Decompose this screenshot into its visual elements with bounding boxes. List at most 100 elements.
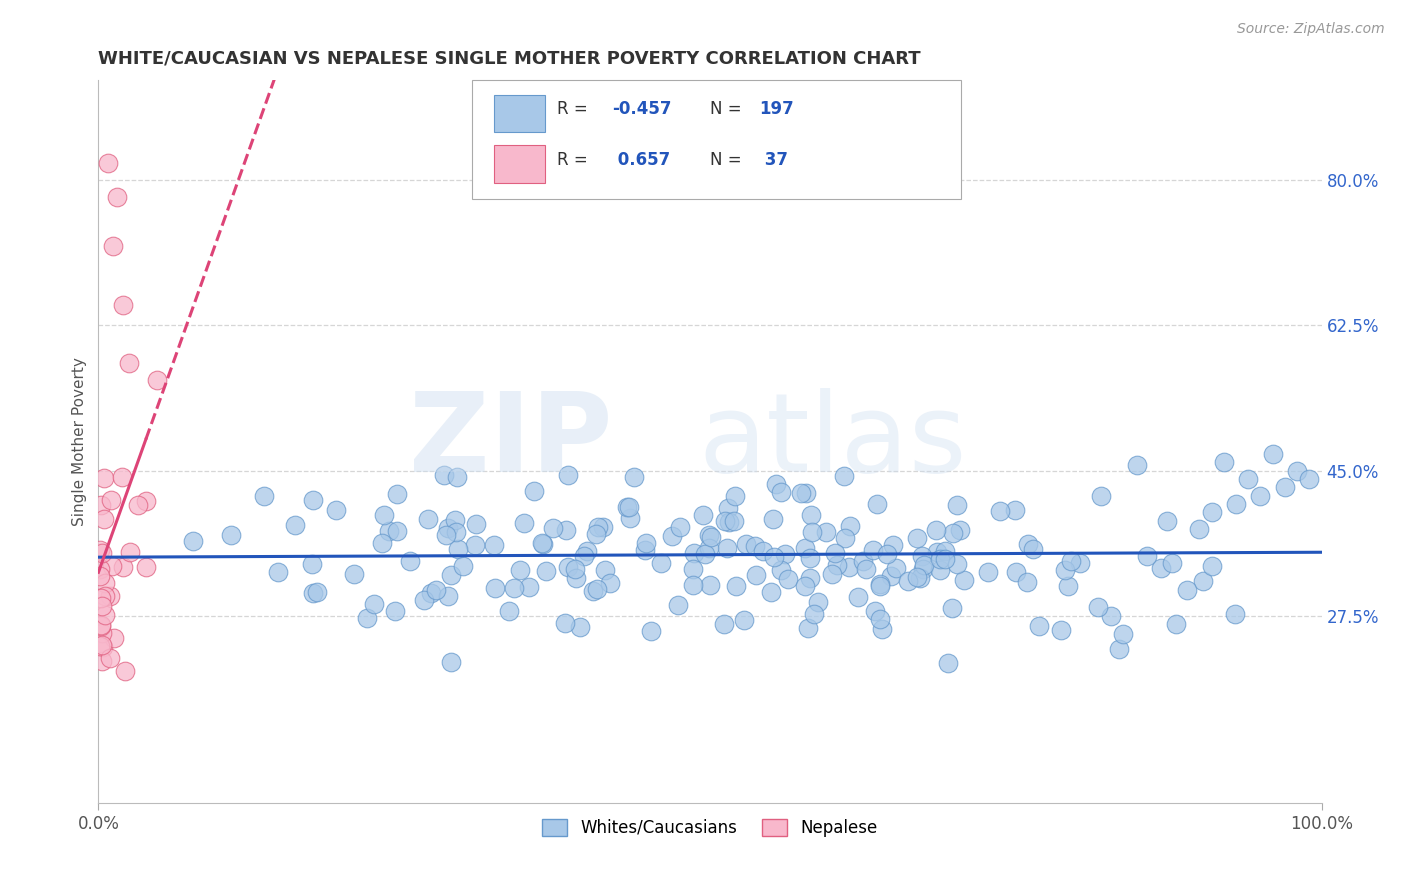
Point [1069, 557, 1091, 571]
Point [541, 520, 564, 534]
Point [839, 518, 862, 533]
Point [444, 513, 467, 527]
Point [387, 486, 409, 500]
Point [1060, 554, 1083, 568]
Point [699, 577, 721, 591]
Point [98, 650, 121, 665]
Point [776, 572, 799, 586]
Point [444, 524, 467, 539]
Point [666, 599, 689, 613]
Point [1274, 480, 1296, 494]
FancyBboxPatch shape [471, 80, 960, 200]
Point [557, 559, 579, 574]
Point [1249, 489, 1271, 503]
Text: R =: R = [557, 100, 593, 118]
Point [575, 544, 598, 558]
Point [733, 614, 755, 628]
Point [718, 515, 741, 529]
Point [735, 537, 758, 551]
Point [1108, 642, 1130, 657]
Point [934, 543, 956, 558]
Point [301, 557, 323, 571]
Point [90, 655, 112, 669]
Point [464, 538, 486, 552]
Point [371, 536, 394, 550]
Point [855, 562, 877, 576]
Point [927, 545, 949, 559]
Text: N =: N = [710, 100, 747, 118]
Point [801, 524, 824, 539]
Y-axis label: Single Mother Poverty: Single Mother Poverty [72, 357, 87, 526]
Point [219, 528, 242, 542]
Point [91, 626, 114, 640]
Point [794, 541, 817, 556]
Point [797, 621, 820, 635]
Point [101, 239, 124, 253]
Point [682, 562, 704, 576]
Point [1136, 549, 1159, 564]
Point [93, 512, 115, 526]
Point [1054, 563, 1077, 577]
Point [1286, 464, 1309, 478]
Point [534, 565, 557, 579]
Point [586, 582, 609, 597]
Point [111, 297, 134, 311]
Point [880, 569, 903, 583]
Point [447, 542, 470, 557]
Point [942, 525, 965, 540]
Point [866, 497, 889, 511]
Point [869, 612, 891, 626]
Point [118, 356, 141, 370]
Point [1017, 537, 1039, 551]
Point [617, 500, 640, 514]
Point [183, 534, 205, 549]
Point [554, 615, 576, 630]
Point [302, 493, 325, 508]
Point [356, 611, 378, 625]
Point [803, 607, 825, 622]
Point [89, 569, 111, 583]
Point [1156, 515, 1178, 529]
Point [1161, 557, 1184, 571]
Point [692, 508, 714, 522]
Point [1099, 609, 1122, 624]
Point [636, 535, 658, 549]
Point [1049, 624, 1071, 638]
Point [1022, 542, 1045, 557]
Point [946, 558, 969, 572]
Point [565, 570, 588, 584]
Point [557, 467, 579, 482]
Point [886, 561, 908, 575]
Point [1017, 575, 1039, 590]
Point [773, 548, 796, 562]
Point [695, 547, 717, 561]
Legend: Whites/Caucasians, Nepalese: Whites/Caucasians, Nepalese [534, 810, 886, 845]
Point [564, 562, 586, 576]
Point [384, 604, 406, 618]
Point [425, 582, 447, 597]
Point [1237, 472, 1260, 486]
Point [650, 556, 672, 570]
Text: atlas: atlas [699, 388, 966, 495]
Point [807, 595, 830, 609]
Point [713, 616, 735, 631]
Point [723, 514, 745, 528]
Text: ZIP: ZIP [409, 388, 612, 495]
Point [725, 579, 748, 593]
Point [1090, 489, 1112, 503]
Point [928, 551, 950, 566]
Point [1175, 582, 1198, 597]
Point [911, 549, 934, 564]
Point [1004, 503, 1026, 517]
Point [446, 470, 468, 484]
Point [1125, 458, 1147, 472]
Point [1028, 619, 1050, 633]
Point [325, 503, 347, 517]
Point [1164, 617, 1187, 632]
Point [717, 500, 740, 515]
Point [789, 486, 811, 500]
Text: 197: 197 [759, 100, 794, 118]
Point [882, 538, 904, 552]
Point [897, 574, 920, 589]
Point [120, 545, 142, 559]
